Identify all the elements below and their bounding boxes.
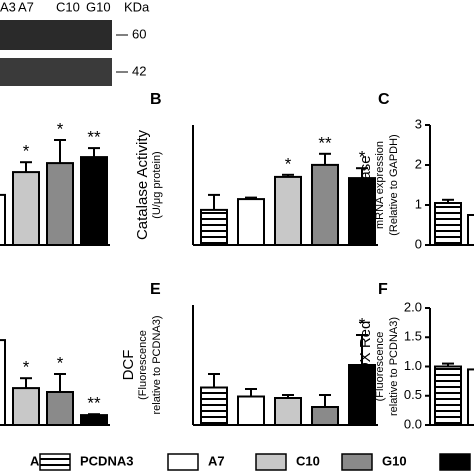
legend-swatch	[341, 453, 373, 471]
legend-swatch	[255, 453, 287, 471]
lane-label: A7	[18, 0, 34, 14]
y-tick-label: 0	[415, 236, 422, 251]
bar	[200, 386, 228, 426]
western-blot: A3 A7 C10 G10 KDa 60 42	[0, 0, 150, 86]
legend-swatch	[439, 453, 471, 471]
lane-label: G10	[86, 0, 111, 14]
y-axis-label: Catalase	[357, 155, 374, 214]
legend-label: A7	[208, 453, 225, 468]
y-tick-label: 2.0	[404, 299, 422, 314]
bar	[237, 395, 265, 426]
significance: *	[23, 142, 30, 161]
lane-label: C10	[56, 0, 80, 14]
significance: **	[318, 133, 332, 152]
bar	[12, 387, 40, 427]
y-axis-label: Catalase Activity	[134, 129, 151, 240]
y-axis-label: MitoSOX Red	[357, 321, 374, 413]
significance: *	[57, 353, 64, 372]
y-axis-label: relative to PCDNA3)	[388, 317, 400, 416]
y-axis-label: DCF	[120, 350, 137, 381]
bar	[0, 339, 6, 427]
bar	[434, 202, 462, 246]
legend-label: PCDNA3	[80, 453, 133, 468]
significance: *	[359, 148, 366, 167]
panel-label: E	[150, 281, 161, 298]
blot-band	[0, 20, 112, 50]
y-tick-label: 0.0	[404, 416, 422, 431]
y-tick-label: 0.5	[404, 387, 422, 402]
y-axis-label: (Relative to GAPDH)	[388, 134, 400, 235]
bar	[237, 198, 265, 247]
y-axis-label: (Fluorescence	[137, 330, 149, 400]
bar	[311, 163, 339, 246]
bar	[274, 175, 302, 246]
bar	[80, 414, 108, 427]
bar	[467, 214, 474, 246]
bar	[46, 391, 74, 426]
significance: *	[57, 119, 64, 138]
panel-label: B	[150, 91, 162, 108]
y-axis-label: (Fluorescence	[374, 332, 386, 402]
legend-label: C10	[296, 453, 320, 468]
y-axis-label: mRNA expression	[374, 141, 386, 229]
legend-label: G10	[382, 453, 407, 468]
y-axis-label: (U/μg protein)	[151, 151, 163, 218]
y-tick-label: 3	[415, 116, 422, 131]
bar	[348, 364, 376, 426]
significance: **	[87, 128, 101, 147]
bar	[467, 368, 474, 426]
y-tick-label: 1	[415, 196, 422, 211]
unit-label: KDa	[124, 0, 150, 14]
bar	[434, 365, 462, 426]
bar	[0, 193, 6, 246]
significance: *	[359, 314, 366, 333]
bar	[200, 208, 228, 246]
bar	[12, 171, 40, 247]
bar	[46, 162, 74, 247]
y-axis-label: relative to PCDNA3)	[151, 315, 163, 414]
marker-label: 60	[132, 26, 146, 41]
bar	[311, 406, 339, 426]
marker-label: 42	[132, 63, 146, 78]
y-tick-label: 1.0	[404, 358, 422, 373]
significance: **	[87, 394, 101, 413]
panel-label: F	[378, 281, 388, 298]
legend-swatch	[167, 453, 199, 471]
y-tick-label: 1.5	[404, 329, 422, 344]
y-tick-label: 2	[415, 156, 422, 171]
bar	[274, 397, 302, 426]
lane-label: A3	[0, 0, 16, 14]
legend-swatch	[39, 453, 71, 471]
significance: *	[285, 154, 292, 173]
bar	[80, 156, 108, 247]
significance: *	[23, 358, 30, 377]
blot-band	[0, 58, 112, 86]
panel-label: C	[378, 91, 390, 108]
